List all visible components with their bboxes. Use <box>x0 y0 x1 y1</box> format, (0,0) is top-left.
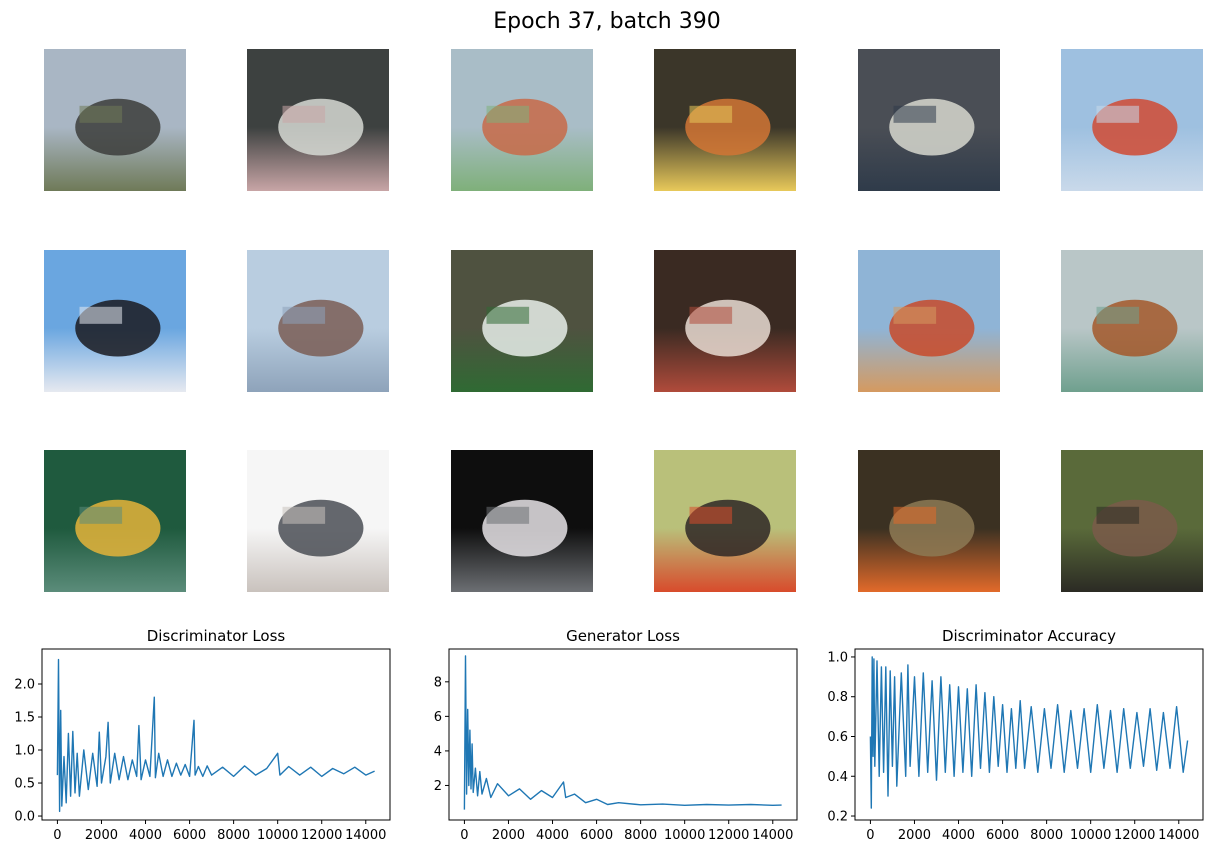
sample-tile <box>451 49 593 191</box>
sample-tile <box>44 49 186 191</box>
x-tick-label: 12000 <box>301 828 342 843</box>
sample-tile-detail <box>79 105 123 123</box>
sample-tile <box>44 250 186 392</box>
x-tick-label: 14000 <box>752 828 793 843</box>
samples-grid <box>44 49 1203 592</box>
sample-tile-detail <box>282 105 326 123</box>
y-tick-label: 1.5 <box>14 711 35 726</box>
x-tick-label: 2000 <box>85 828 118 843</box>
x-tick-label: 4000 <box>129 828 162 843</box>
x-tick-label: 10000 <box>1070 828 1111 843</box>
x-tick-label: 6000 <box>986 828 1019 843</box>
sample-tile <box>654 450 796 592</box>
sample-tile-detail <box>1096 105 1140 123</box>
sample-tile <box>247 49 389 191</box>
generator-loss-chart: Generator Loss 0 2000 4000 6000 8000 10000 120… <box>434 627 798 843</box>
axes-frame <box>448 648 798 821</box>
axes-frame <box>41 648 391 821</box>
sample-tile-detail <box>1096 506 1140 524</box>
x-tick-label: 2000 <box>898 828 931 843</box>
series-line <box>56 658 375 813</box>
y-tick-label: 0.5 <box>14 777 35 792</box>
sample-tile-detail <box>689 506 733 524</box>
x-tick-label: 4000 <box>536 828 569 843</box>
sample-tile <box>858 250 1000 392</box>
figure-title: Epoch 37, batch 390 <box>493 9 720 34</box>
chart-title: Generator Loss <box>566 627 680 645</box>
y-tick-label: 2 <box>434 779 442 794</box>
y-tick-label: 0.4 <box>827 770 848 785</box>
sample-tile-detail <box>486 306 530 324</box>
sample-tile-detail <box>893 506 937 524</box>
sample-tile-detail <box>486 105 530 123</box>
y-tick-label: 1.0 <box>14 744 35 759</box>
x-tick-label: 6000 <box>173 828 206 843</box>
sample-tile <box>451 450 593 592</box>
sample-tile <box>654 250 796 392</box>
x-tick-label: 0 <box>866 828 874 843</box>
axes-frame <box>854 648 1204 821</box>
sample-tile-detail <box>893 306 937 324</box>
x-tick-label: 12000 <box>1114 828 1155 843</box>
sample-tile <box>858 450 1000 592</box>
sample-tile-detail <box>79 306 123 324</box>
y-tick-label: 2.0 <box>14 677 35 692</box>
y-tick-label: 0.2 <box>827 810 848 825</box>
sample-tile-detail <box>282 306 326 324</box>
sample-tile <box>654 49 796 191</box>
x-tick-label: 4000 <box>942 828 975 843</box>
sample-tile <box>1061 450 1203 592</box>
sample-tile <box>247 450 389 592</box>
x-tick-label: 14000 <box>1158 828 1199 843</box>
x-tick-label: 14000 <box>345 828 386 843</box>
y-tick-label: 0.0 <box>14 810 35 825</box>
discriminator-loss-chart: Discriminator Loss 0 2000 4000 6000 8000 1000… <box>14 627 391 843</box>
sample-tile-detail <box>79 506 123 524</box>
chart-title: Discriminator Loss <box>147 627 286 645</box>
sample-tile <box>451 250 593 392</box>
series-line <box>869 656 1189 809</box>
x-tick-label: 8000 <box>217 828 250 843</box>
sample-tile-detail <box>893 105 937 123</box>
x-tick-label: 12000 <box>708 828 749 843</box>
x-tick-label: 8000 <box>624 828 657 843</box>
sample-tile <box>247 250 389 392</box>
x-tick-label: 8000 <box>1030 828 1063 843</box>
y-tick-label: 1.0 <box>827 650 848 665</box>
y-tick-label: 6 <box>434 710 442 725</box>
x-tick-label: 10000 <box>664 828 705 843</box>
x-tick-label: 0 <box>53 828 61 843</box>
series-line <box>463 655 782 810</box>
sample-tile-detail <box>689 306 733 324</box>
y-tick-label: 0.8 <box>827 690 848 705</box>
y-tick-label: 8 <box>434 675 442 690</box>
sample-tile <box>44 450 186 592</box>
x-tick-label: 6000 <box>580 828 613 843</box>
sample-tile-detail <box>486 506 530 524</box>
discriminator-accuracy-chart: Discriminator Accuracy 0 2000 4000 6000 8000… <box>827 627 1204 843</box>
y-tick-label: 0.6 <box>827 730 848 745</box>
sample-tile-detail <box>1096 306 1140 324</box>
sample-tile <box>1061 250 1203 392</box>
x-tick-label: 0 <box>460 828 468 843</box>
x-tick-label: 10000 <box>257 828 298 843</box>
sample-tile <box>1061 49 1203 191</box>
y-tick-label: 4 <box>434 744 442 759</box>
sample-tile-detail <box>282 506 326 524</box>
chart-title: Discriminator Accuracy <box>942 627 1116 645</box>
sample-tile <box>858 49 1000 191</box>
x-tick-label: 2000 <box>492 828 525 843</box>
sample-tile-detail <box>689 105 733 123</box>
